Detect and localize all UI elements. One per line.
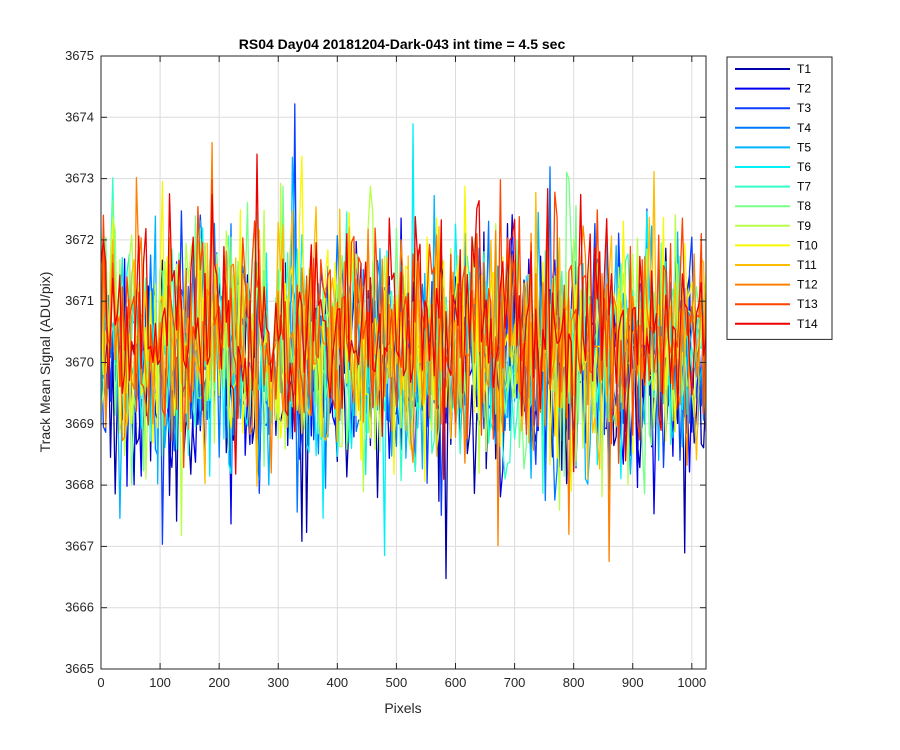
x-tick-label: 500 <box>386 675 408 690</box>
legend-box <box>726 56 833 340</box>
x-tick-label: 200 <box>208 675 230 690</box>
axis-ticks: 0 100 200 300 400 500 600 700 800 900 1000 3665 3666… <box>65 48 706 690</box>
legend-entry-t14: T14 <box>797 317 818 331</box>
x-tick-label: 600 <box>445 675 467 690</box>
x-tick-label: 900 <box>622 675 644 690</box>
legend-entry-t1: T1 <box>797 62 811 76</box>
series-line-t14 <box>101 153 706 480</box>
legend-entry-t7: T7 <box>797 180 811 194</box>
legend-entry-t4: T4 <box>797 121 811 135</box>
legend-entry-t5: T5 <box>797 140 811 154</box>
x-tick-label: 1000 <box>677 675 706 690</box>
y-axis-label: Track Mean Signal (ADU/pix) <box>37 272 53 453</box>
legend-entry-t8: T8 <box>797 199 811 213</box>
legend-entry-t2: T2 <box>797 82 811 96</box>
y-tick-label: 3675 <box>65 48 94 63</box>
legend-entry-t6: T6 <box>797 160 811 174</box>
legend-entry-t12: T12 <box>797 278 818 292</box>
y-tick-label: 3674 <box>65 109 94 124</box>
legend-entry-t9: T9 <box>797 219 811 233</box>
y-tick-label: 3671 <box>65 293 94 308</box>
x-tick-label: 700 <box>504 675 526 690</box>
series-layer <box>101 103 706 580</box>
y-tick-label: 3666 <box>65 600 94 615</box>
y-tick-label: 3669 <box>65 416 94 431</box>
x-tick-label: 400 <box>326 675 348 690</box>
y-tick-label: 3673 <box>65 171 94 186</box>
series-line-t13 <box>101 179 706 469</box>
y-tick-label: 3667 <box>65 538 94 553</box>
legend-entry-t13: T13 <box>797 297 818 311</box>
legend-entry-t11: T11 <box>797 258 817 272</box>
x-tick-label: 100 <box>149 675 171 690</box>
y-tick-label: 3665 <box>65 661 94 676</box>
legend: T1 T2 T3 T4 T5 T6 T7 T8 T9 T10 T11 T12 T13 T14 <box>726 56 833 340</box>
legend-entry-t3: T3 <box>797 101 811 115</box>
y-tick-label: 3672 <box>65 232 94 247</box>
x-tick-label: 800 <box>563 675 585 690</box>
x-tick-label: 300 <box>267 675 289 690</box>
y-tick-label: 3668 <box>65 477 94 492</box>
x-tick-label: 0 <box>97 675 104 690</box>
chart-title: RS04 Day04 20181204-Dark-043 int time = … <box>239 36 566 52</box>
x-axis-label: Pixels <box>384 700 421 716</box>
legend-entry-t10: T10 <box>797 238 818 252</box>
y-tick-label: 3670 <box>65 355 94 370</box>
